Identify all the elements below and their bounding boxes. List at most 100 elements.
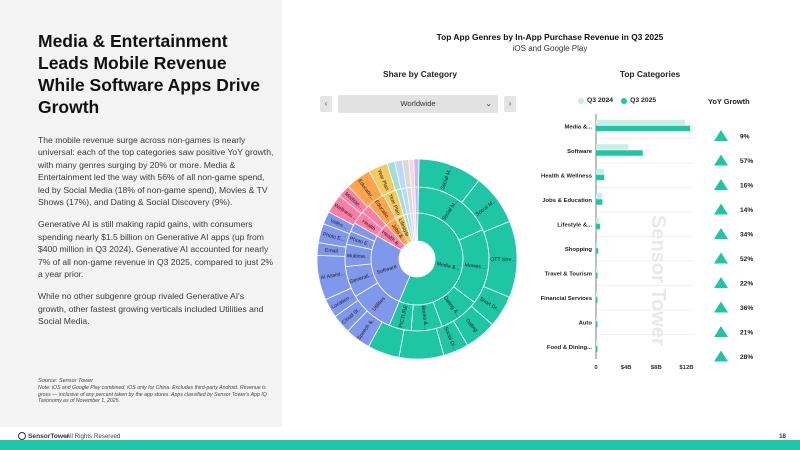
chart-subtitle: iOS and Google Play [512, 44, 588, 53]
slice-label: Books &... [420, 305, 429, 329]
up-triangle-icon [714, 350, 728, 362]
sunburst-center [399, 241, 435, 277]
chart-title: Top App Genres by In-App Purchase Revenu… [436, 32, 664, 42]
bar-q3-2024 [596, 168, 604, 175]
bar-q3-2024 [596, 266, 598, 273]
source-note: Source: Sensor Tower Note: iOS and Googl… [38, 378, 278, 405]
bar-q3-2024 [596, 242, 598, 248]
yoy-value: 52% [740, 256, 753, 263]
category-label: Health & Wellness [541, 173, 593, 179]
sensor-tower-watermark: Sensor Tower [647, 215, 669, 346]
category-label: Travel & Tourism [545, 271, 592, 277]
bar-q3-2025 [596, 223, 601, 230]
x-tick-label: $4B [621, 365, 632, 371]
yoy-value: 21% [740, 330, 753, 337]
legend-label-q3-2025: Q3 2025 [630, 97, 657, 104]
category-label: Financial Services [541, 296, 593, 302]
bar-q3-2025 [596, 199, 603, 205]
bar-q3-2024 [596, 340, 598, 346]
bar-q3-2024 [596, 119, 685, 126]
category-label: Lifestyle &... [557, 222, 592, 228]
bar-q3-2024 [596, 315, 598, 322]
bar-q3-2025 [596, 125, 691, 132]
category-label: Food & Dining... [547, 345, 593, 351]
bar-q3-2024 [596, 144, 629, 150]
sensor-tower-logo-text: SensorTower [28, 432, 70, 440]
category-label: Shopping [565, 247, 593, 253]
outer-ring-slice[interactable] [413, 158, 420, 188]
yoy-value: 28% [740, 354, 753, 361]
middle-ring-slice[interactable] [414, 186, 419, 214]
slice-label: Movies ... [464, 262, 487, 270]
yoy-growth-title: YoY Growth [708, 97, 750, 106]
bar-q3-2025 [596, 321, 598, 328]
yoy-value: 14% [740, 207, 753, 214]
bar-q3-2025 [596, 150, 643, 156]
headline: Media & Entertainment Leads Mobile Reven… [38, 31, 261, 117]
bar-q3-2024 [596, 217, 600, 224]
footer-accent-bar [0, 440, 800, 450]
yoy-value: 34% [740, 232, 753, 239]
chevron-down-icon: ⌄ [485, 99, 492, 108]
bar-q3-2024 [596, 291, 598, 297]
source-title: Source: Sensor Tower [38, 378, 94, 384]
yoy-value: 9% [740, 134, 750, 141]
slice-label: Media &... [436, 261, 460, 272]
x-tick-label: 0 [594, 365, 598, 371]
up-triangle-icon [714, 179, 728, 190]
up-triangle-icon [714, 228, 728, 239]
up-triangle-icon [714, 326, 728, 337]
up-triangle-icon [714, 252, 728, 264]
legend-item-q3-2025: Q3 2025 [621, 97, 656, 104]
bar-q3-2025 [596, 248, 599, 254]
bar-q3-2025 [596, 174, 605, 181]
yoy-value: 22% [740, 281, 753, 288]
inner-ring-slice[interactable] [415, 212, 419, 242]
category-label: Auto [579, 320, 593, 326]
slice-label: AI Assist... [320, 271, 345, 281]
up-triangle-icon [714, 203, 728, 215]
legend-swatch-q3-2025 [621, 97, 628, 104]
category-label: Jobs & Education [542, 198, 592, 204]
summary-panel: Media & Entertainment Leads Mobile Reven… [0, 0, 282, 427]
x-tick-label: $12B [679, 365, 693, 371]
slice-label: Photo E... [322, 232, 346, 244]
outer-ring-slice[interactable] [398, 327, 445, 360]
watermark-text: Sensor Tower [647, 215, 669, 346]
bar-q3-2025 [596, 297, 598, 303]
body-paragraph-3: While no other subgenre group rivaled Ge… [38, 291, 264, 327]
bar-q3-2024 [596, 193, 603, 199]
up-triangle-icon [714, 130, 728, 141]
yoy-value: 57% [740, 158, 753, 165]
sensor-tower-logo: SensorTower [18, 432, 69, 440]
body-paragraph-1: The mobile revenue surge across non-game… [38, 135, 274, 208]
region-dropdown-value: Worldwide [400, 99, 436, 108]
x-tick-label: $8B [651, 365, 662, 371]
up-triangle-icon [714, 301, 728, 313]
up-triangle-icon [714, 154, 728, 166]
region-prev-button[interactable]: ‹ [320, 96, 332, 112]
slice-label: Email [325, 247, 339, 254]
footer-rights: All Rights Reserved [66, 433, 121, 440]
top-categories-title: Top Categories [619, 69, 681, 79]
yoy-growth-column: 9% 57% 16% 14% 34% 52% 22% 36% 21% 28% [714, 130, 753, 362]
category-label: Media &... [565, 124, 593, 130]
legend-swatch-q3-2024 [578, 97, 584, 104]
top-categories-bar-chart: Media &... Software Health & Wellness Jobs … [541, 114, 694, 371]
page-number: 18 [779, 433, 786, 440]
share-by-category-title: Share by Category [382, 69, 457, 79]
chart-legend: Q3 2024 Q3 2025 [578, 97, 656, 104]
region-dropdown[interactable]: Worldwide ⌄ [338, 95, 498, 113]
category-label: Software [567, 149, 593, 155]
yoy-value: 36% [740, 305, 753, 312]
body-text: The mobile revenue surge across non-game… [38, 134, 274, 338]
slice-label: Multime... [347, 253, 370, 260]
region-next-button[interactable]: › [504, 96, 516, 112]
yoy-value: 16% [740, 183, 753, 190]
bar-q3-2025 [596, 346, 598, 352]
bar-q3-2025 [596, 272, 598, 279]
up-triangle-icon [714, 277, 728, 288]
legend-item-q3-2024: Q3 2024 [578, 97, 613, 104]
body-paragraph-2: Generative AI is still making rapid gain… [38, 219, 274, 280]
